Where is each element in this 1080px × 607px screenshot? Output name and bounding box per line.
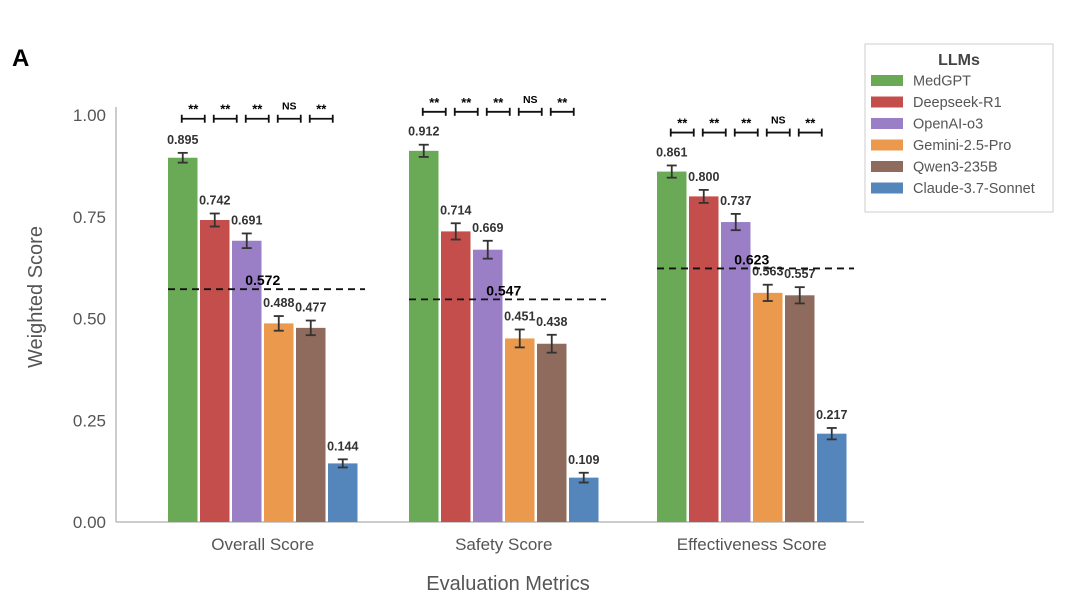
legend-entry: Gemini-2.5-Pro	[913, 138, 1011, 154]
legend-entry: MedGPT	[913, 74, 971, 90]
significance-label: NS	[523, 94, 538, 106]
significance-label: **	[493, 95, 504, 110]
data-label: 0.488	[263, 296, 294, 310]
significance-label: **	[677, 116, 688, 131]
data-label: 0.691	[231, 213, 262, 227]
data-label: 0.861	[656, 145, 687, 159]
data-label: 0.800	[688, 170, 719, 184]
data-label: 0.895	[167, 133, 198, 147]
bar	[817, 433, 847, 522]
legend-swatch	[871, 161, 903, 172]
significance-label: **	[709, 116, 720, 131]
data-label: 0.217	[816, 408, 847, 422]
data-label: 0.737	[720, 194, 751, 208]
bar	[409, 150, 439, 523]
legend-swatch	[871, 139, 903, 151]
bar	[200, 220, 230, 523]
legend-swatch	[871, 118, 903, 129]
significance-label: **	[429, 95, 440, 110]
x-axis-title: Evaluation Metrics	[426, 573, 589, 595]
mean-label: 0.547	[486, 282, 521, 298]
data-label: 0.477	[295, 301, 326, 315]
data-label: 0.912	[408, 125, 439, 139]
data-label: 0.714	[440, 203, 471, 217]
y-tick-label: 0.50	[73, 310, 106, 329]
bar	[785, 295, 815, 522]
data-label: 0.109	[568, 453, 599, 467]
significance-label: **	[461, 95, 472, 110]
legend-entry: Qwen3-235B	[913, 160, 998, 176]
data-label: 0.669	[472, 221, 503, 235]
annotations: 0.572 0.547 0.623 ** ** ** NS ** ** ** ** NS ** ** ** *…	[168, 94, 854, 301]
legend-title: LLMs	[938, 52, 980, 69]
significance-label: **	[188, 102, 199, 117]
significance-label: **	[252, 102, 263, 117]
significance-label: NS	[282, 101, 297, 113]
bars: 0.895 0.912 0.861 0.742 0.714 0.800 0.691 0.669…	[167, 125, 847, 523]
bar	[657, 171, 687, 522]
significance-label: **	[741, 116, 752, 131]
bar	[232, 240, 262, 522]
data-label: 0.144	[327, 439, 358, 453]
mean-label: 0.623	[734, 251, 769, 267]
bar	[328, 463, 358, 522]
y-tick-label: 1.00	[73, 106, 106, 125]
x-tick-label: Overall Score	[211, 535, 314, 554]
legend-entry: Claude-3.7-Sonnet	[913, 181, 1035, 197]
legend-swatch	[871, 96, 903, 108]
legend-swatch	[871, 75, 903, 86]
bar	[689, 196, 719, 522]
legend-entry: Deepseek-R1	[913, 95, 1002, 111]
y-tick-label: 0.25	[73, 411, 106, 430]
significance-label: NS	[771, 115, 786, 127]
y-tick-label: 0.00	[73, 513, 106, 532]
bar	[569, 477, 599, 522]
x-tick-label: Safety Score	[455, 535, 552, 554]
legend-entry: OpenAI-o3	[913, 117, 983, 133]
y-tick-label: 0.75	[73, 208, 106, 227]
bar	[537, 343, 567, 522]
data-label: 0.438	[536, 315, 567, 329]
x-tick-label: Effectiveness Score	[677, 535, 827, 554]
bar	[168, 157, 198, 523]
data-label: 0.451	[504, 309, 535, 323]
bar	[264, 323, 294, 522]
legend: LLMs MedGPT Deepseek-R1 OpenAI-o3 Gemini-2.5…	[864, 43, 1054, 213]
legend-swatch	[871, 182, 903, 194]
bar	[296, 327, 326, 522]
significance-label: **	[805, 116, 816, 131]
data-label: 0.742	[199, 193, 230, 207]
axes: 0.00 0.25 0.50 0.75 1.00 Overall Score Safety …	[73, 106, 864, 554]
data-label: 0.557	[784, 267, 815, 281]
bar	[473, 249, 503, 523]
bar	[753, 292, 783, 522]
bar	[441, 231, 471, 523]
significance-label: **	[220, 102, 231, 117]
significance-label: **	[316, 102, 327, 117]
bar	[721, 222, 751, 522]
y-axis-title: Weighted Score	[25, 226, 47, 368]
mean-label: 0.572	[245, 272, 280, 288]
bar	[505, 338, 535, 522]
panel-label: A	[12, 45, 29, 72]
significance-label: **	[557, 95, 568, 110]
